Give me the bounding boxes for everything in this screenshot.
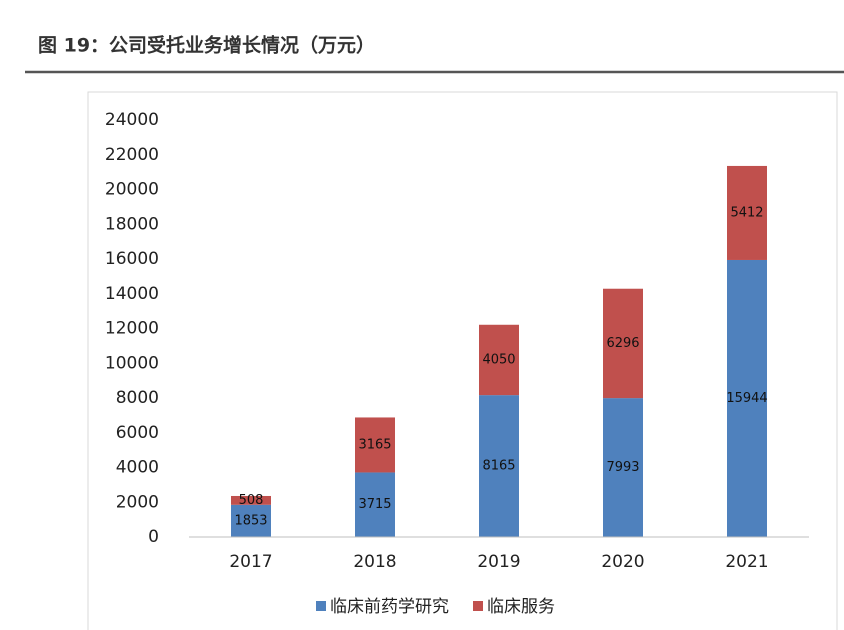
legend-label: 临床前药学研究 xyxy=(330,597,449,617)
chart-title: 图 19：公司受托业务增长情况（万元） xyxy=(38,34,375,57)
x-tick-label: 2020 xyxy=(601,552,644,572)
data-label: 8165 xyxy=(482,459,515,474)
data-label: 1853 xyxy=(234,513,267,528)
data-label: 6296 xyxy=(606,336,639,351)
data-label: 3165 xyxy=(358,437,391,452)
y-tick-label: 2000 xyxy=(116,492,159,512)
y-tick-label: 24000 xyxy=(105,110,159,130)
legend-swatch xyxy=(316,601,326,611)
bar-segment xyxy=(355,472,395,537)
bar-segment xyxy=(603,398,643,537)
y-tick-label: 14000 xyxy=(105,284,159,304)
bar-segment xyxy=(479,395,519,537)
y-tick-label: 16000 xyxy=(105,249,159,269)
data-label: 15944 xyxy=(726,391,767,406)
y-tick-label: 8000 xyxy=(116,388,159,408)
x-tick-label: 2021 xyxy=(725,552,768,572)
y-tick-label: 22000 xyxy=(105,145,159,165)
bar-segment xyxy=(479,324,519,396)
x-tick-label: 2017 xyxy=(229,552,272,572)
bar-segment xyxy=(231,504,271,537)
legend-label: 临床服务 xyxy=(487,597,555,617)
bar-segment xyxy=(355,417,395,473)
y-tick-label: 0 xyxy=(148,527,159,547)
data-label: 7993 xyxy=(606,460,639,475)
x-tick-label: 2018 xyxy=(353,552,396,572)
bar-segment xyxy=(231,495,271,505)
y-tick-label: 18000 xyxy=(105,214,159,234)
bar-segment xyxy=(727,165,767,260)
bar-segment xyxy=(727,259,767,537)
chart-frame xyxy=(87,91,838,630)
y-tick-label: 4000 xyxy=(116,458,159,478)
y-tick-label: 10000 xyxy=(105,353,159,373)
data-label: 4050 xyxy=(482,352,515,367)
legend-swatch xyxy=(473,601,483,611)
y-tick-label: 12000 xyxy=(105,319,159,339)
data-label: 508 xyxy=(239,493,264,508)
y-tick-label: 20000 xyxy=(105,180,159,200)
y-tick-label: 6000 xyxy=(116,423,159,443)
x-tick-label: 2019 xyxy=(477,552,520,572)
data-label: 5412 xyxy=(730,205,763,220)
data-label: 3715 xyxy=(358,497,391,512)
bar-segment xyxy=(603,288,643,399)
